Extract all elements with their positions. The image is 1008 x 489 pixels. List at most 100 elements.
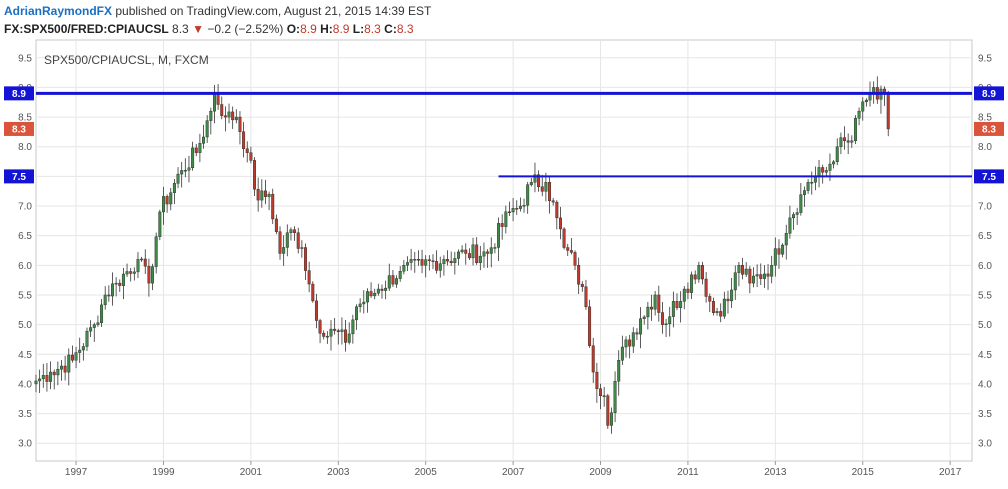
candle-body	[60, 365, 63, 370]
candle-body	[537, 174, 541, 187]
y-tick-label-right: 5.5	[978, 290, 992, 301]
candle-body	[45, 375, 49, 382]
candle-body	[500, 223, 504, 227]
candle-body	[81, 346, 85, 351]
candle-body	[770, 265, 774, 277]
candle-body	[38, 378, 42, 382]
candle-body	[566, 247, 570, 251]
candle-body	[522, 205, 526, 207]
candle-body	[599, 388, 602, 397]
y-tick-label-right: 6.0	[978, 261, 992, 272]
candle-body	[165, 196, 169, 205]
candle-body	[223, 115, 227, 118]
close-label: C:	[384, 22, 397, 36]
candle-body	[555, 201, 559, 219]
candle-body	[846, 140, 850, 143]
candle-body	[861, 101, 865, 112]
candle-body	[154, 236, 158, 267]
candle-body	[722, 298, 726, 317]
high-value: 8.9	[332, 22, 350, 36]
candle-body	[249, 152, 253, 161]
y-tick-label-right: 8.0	[978, 142, 992, 153]
open-label: O:	[286, 22, 301, 36]
y-tick-label-left: 8.5	[18, 113, 32, 124]
level-tag-label-right: 8.9	[982, 89, 996, 100]
candle-body	[748, 268, 752, 284]
candle-body	[664, 323, 668, 326]
candle-body	[595, 371, 599, 389]
candle-body	[773, 248, 777, 266]
candle-body	[478, 255, 482, 264]
candle-body	[489, 247, 493, 254]
candle-body	[267, 193, 271, 197]
candle-body	[129, 271, 133, 274]
candle-body	[613, 381, 617, 413]
candle-body	[438, 263, 442, 271]
candle-body	[708, 296, 712, 302]
candle-body	[631, 332, 635, 347]
candle-body	[209, 110, 213, 121]
candle-body	[507, 211, 511, 214]
candle-body	[384, 287, 388, 291]
level-tag-label-right: 7.5	[982, 172, 996, 183]
candle-body	[256, 189, 260, 201]
y-tick-label-right: 8.5	[978, 113, 992, 124]
candle-body	[220, 104, 224, 116]
candle-body	[533, 174, 537, 183]
candle-body	[792, 214, 796, 219]
candle-body	[373, 292, 377, 297]
candle-body	[362, 301, 366, 305]
candle-body	[733, 272, 737, 291]
candle-body	[762, 273, 766, 279]
low-label: L:	[352, 22, 365, 36]
candle-body	[668, 316, 672, 325]
candle-body	[194, 147, 198, 153]
candle-body	[511, 208, 515, 213]
candle-body	[132, 271, 136, 274]
open-value: 8.9	[300, 22, 317, 36]
x-tick-label: 2009	[589, 467, 612, 478]
candle-body	[759, 274, 763, 279]
candle-body	[49, 371, 53, 382]
candle-body	[449, 260, 453, 264]
candle-body	[788, 217, 792, 234]
close-value: 8.3	[396, 22, 414, 36]
candle-body	[121, 273, 125, 286]
candle-body	[802, 190, 806, 195]
last-price-tag-left	[4, 121, 34, 136]
candle-body	[569, 250, 573, 253]
author-link[interactable]: AdrianRaymondFX	[4, 4, 113, 18]
x-tick-label: 2015	[852, 467, 875, 478]
candle-body	[216, 93, 220, 105]
candle-body	[799, 194, 803, 213]
candle-body	[245, 148, 249, 153]
candle-body	[427, 259, 431, 261]
candle-body	[402, 265, 406, 272]
chart-header: AdrianRaymondFX published on TradingView…	[4, 2, 1004, 40]
candle-body	[307, 270, 311, 285]
candle-body	[147, 266, 151, 284]
candle-body	[41, 375, 45, 380]
candle-body	[657, 294, 661, 313]
candle-body	[187, 167, 191, 171]
publish-line: AdrianRaymondFX published on TradingView…	[4, 2, 1004, 20]
candle-body	[56, 368, 60, 376]
candle-body	[620, 346, 624, 361]
candle-body	[580, 284, 584, 287]
x-tick-label: 2003	[327, 467, 350, 478]
y-tick-label-right: 4.0	[978, 379, 992, 390]
candle-body	[446, 259, 450, 262]
candle-body	[336, 330, 340, 332]
candle-body	[821, 167, 825, 173]
symbol-name[interactable]: FX:SPX500/FRED:CPIAUCSL	[4, 22, 169, 36]
candle-body	[679, 301, 683, 308]
candle-body	[231, 111, 235, 121]
candle-body	[322, 333, 326, 337]
y-tick-label-left: 3.0	[18, 439, 32, 450]
high-label: H:	[320, 22, 333, 36]
candle-body	[486, 251, 490, 254]
y-tick-label-left: 7.0	[18, 202, 32, 213]
candle-body	[755, 274, 759, 277]
candle-body	[74, 352, 78, 361]
